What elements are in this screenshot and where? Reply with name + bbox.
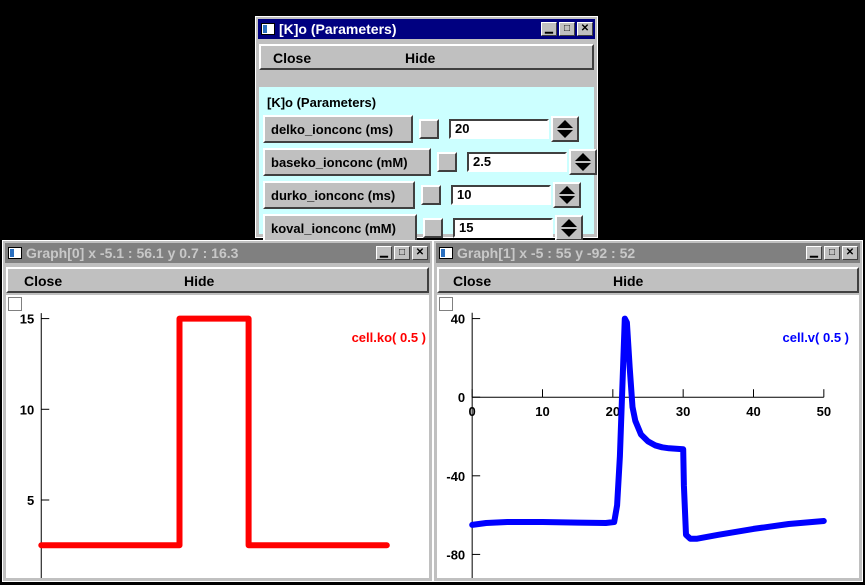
hide-button[interactable]: Hide bbox=[184, 273, 215, 289]
graph1-title: Graph[1] x -5 : 55 y -92 : 52 bbox=[457, 245, 636, 261]
x-tick-label: 30 bbox=[676, 404, 690, 419]
graph0-legend: cell.ko( 0.5 ) bbox=[352, 330, 426, 345]
graph0-canvas[interactable]: cell.ko( 0.5 ) 5 10 15 bbox=[6, 295, 429, 578]
graph0-titlebar[interactable]: Graph[0] x -5.1 : 56.1 y 0.7 : 16.3 ▁ □ … bbox=[5, 243, 430, 263]
x-tick-label: 10 bbox=[535, 404, 549, 419]
close-button[interactable]: Close bbox=[273, 50, 312, 66]
param-spinner-delko[interactable] bbox=[551, 116, 579, 142]
graph0-window: Graph[0] x -5.1 : 56.1 y 0.7 : 16.3 ▁ □ … bbox=[2, 240, 433, 582]
graph1-legend: cell.v( 0.5 ) bbox=[783, 330, 849, 345]
y-tick-label: -80 bbox=[446, 547, 465, 562]
y-tick-label: 40 bbox=[451, 312, 465, 327]
arrow-down-icon[interactable] bbox=[557, 130, 573, 138]
close-icon[interactable]: ✕ bbox=[842, 246, 858, 260]
section-label: [K]o (Parameters) bbox=[267, 95, 377, 110]
param-window: [K]o (Parameters) ▁ □ ✕ Close Hide [K]o … bbox=[255, 16, 598, 242]
param-checkbox-durko[interactable] bbox=[421, 185, 441, 205]
param-menubar: Close Hide bbox=[259, 44, 594, 70]
y-tick-label: 5 bbox=[27, 493, 34, 508]
arrow-down-icon[interactable] bbox=[561, 229, 577, 237]
y-tick-label: 10 bbox=[20, 402, 34, 417]
param-checkbox-koval[interactable] bbox=[423, 218, 443, 238]
maximize-icon[interactable]: □ bbox=[824, 246, 840, 260]
param-spinner-koval[interactable] bbox=[555, 215, 583, 241]
y-tick-label: -40 bbox=[446, 469, 465, 484]
maximize-icon[interactable]: □ bbox=[559, 22, 575, 36]
param-input-delko[interactable]: 20 bbox=[449, 119, 549, 139]
param-window-title: [K]o (Parameters) bbox=[279, 21, 397, 37]
param-input-baseko[interactable]: 2.5 bbox=[467, 152, 567, 172]
arrow-down-icon[interactable] bbox=[559, 196, 575, 204]
close-button[interactable]: Close bbox=[24, 273, 63, 289]
minimize-icon[interactable]: ▁ bbox=[376, 246, 392, 260]
graph1-menubar: Close Hide bbox=[437, 267, 859, 293]
close-icon[interactable]: ✕ bbox=[577, 22, 593, 36]
param-button-delko[interactable]: delko_ionconc (ms) bbox=[263, 115, 413, 143]
graph0-plot: cell.ko( 0.5 ) 5 10 15 bbox=[20, 312, 426, 578]
param-input-koval[interactable]: 15 bbox=[453, 218, 553, 238]
graph0-checkbox[interactable] bbox=[8, 297, 22, 311]
window-app-icon bbox=[8, 247, 22, 259]
param-checkbox-delko[interactable] bbox=[419, 119, 439, 139]
x-tick-label: 40 bbox=[746, 404, 760, 419]
y-tick-label: 0 bbox=[458, 390, 465, 405]
hide-button[interactable]: Hide bbox=[405, 50, 436, 66]
graph0-menubar: Close Hide bbox=[6, 267, 429, 293]
x-tick-label: 0 bbox=[469, 404, 476, 419]
series-line bbox=[38, 315, 390, 549]
graph1-canvas[interactable]: cell.v( 0.5 ) -80 -40 0 40 0 10 20 30 40 50 bbox=[437, 295, 859, 578]
param-button-koval[interactable]: koval_ionconc (mM) bbox=[263, 214, 417, 242]
param-input-durko[interactable]: 10 bbox=[451, 185, 551, 205]
window-app-icon bbox=[261, 23, 275, 35]
graph1-checkbox[interactable] bbox=[439, 297, 453, 311]
param-button-durko[interactable]: durko_ionconc (ms) bbox=[263, 181, 415, 209]
arrow-up-icon[interactable] bbox=[559, 186, 575, 194]
series-line bbox=[469, 315, 827, 542]
minimize-icon[interactable]: ▁ bbox=[541, 22, 557, 36]
param-button-baseko[interactable]: baseko_ionconc (mM) bbox=[263, 148, 431, 176]
param-checkbox-baseko[interactable] bbox=[437, 152, 457, 172]
close-button[interactable]: Close bbox=[453, 273, 492, 289]
close-icon[interactable]: ✕ bbox=[412, 246, 428, 260]
x-tick-label: 20 bbox=[606, 404, 620, 419]
arrow-up-icon[interactable] bbox=[557, 120, 573, 128]
window-app-icon bbox=[439, 247, 453, 259]
arrow-down-icon[interactable] bbox=[575, 163, 591, 171]
minimize-icon[interactable]: ▁ bbox=[806, 246, 822, 260]
param-titlebar[interactable]: [K]o (Parameters) ▁ □ ✕ bbox=[258, 19, 595, 39]
graph1-window: Graph[1] x -5 : 55 y -92 : 52 ▁ □ ✕ Clos… bbox=[433, 240, 863, 582]
arrow-up-icon[interactable] bbox=[561, 219, 577, 227]
graph1-titlebar[interactable]: Graph[1] x -5 : 55 y -92 : 52 ▁ □ ✕ bbox=[436, 243, 860, 263]
graph1-plot: cell.v( 0.5 ) -80 -40 0 40 0 10 20 30 40 50 bbox=[446, 312, 849, 578]
maximize-icon[interactable]: □ bbox=[394, 246, 410, 260]
param-panel: [K]o (Parameters) delko_ionconc (ms) 20 … bbox=[259, 87, 597, 242]
graph0-title: Graph[0] x -5.1 : 56.1 y 0.7 : 16.3 bbox=[26, 245, 239, 261]
param-spinner-baseko[interactable] bbox=[569, 149, 597, 175]
param-spinner-durko[interactable] bbox=[553, 182, 581, 208]
y-tick-label: 15 bbox=[20, 312, 34, 327]
arrow-up-icon[interactable] bbox=[575, 153, 591, 161]
hide-button[interactable]: Hide bbox=[613, 273, 644, 289]
x-tick-label: 50 bbox=[817, 404, 831, 419]
